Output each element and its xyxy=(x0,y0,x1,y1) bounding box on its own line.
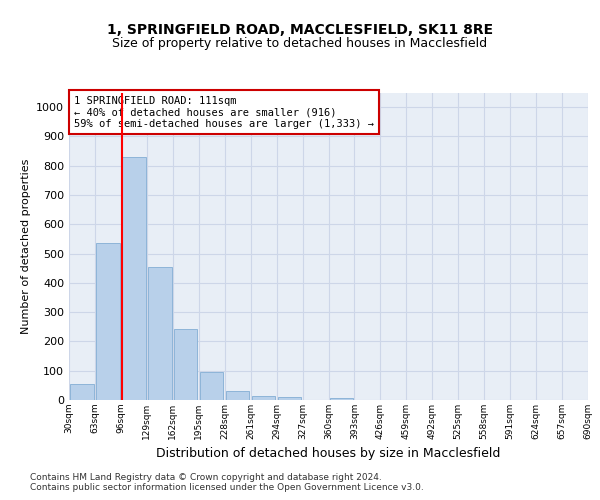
Bar xyxy=(278,397,301,400)
Text: Contains public sector information licensed under the Open Government Licence v3: Contains public sector information licen… xyxy=(30,484,424,492)
Text: Size of property relative to detached houses in Macclesfield: Size of property relative to detached ho… xyxy=(112,38,488,51)
Bar xyxy=(148,267,172,400)
Text: 1, SPRINGFIELD ROAD, MACCLESFIELD, SK11 8RE: 1, SPRINGFIELD ROAD, MACCLESFIELD, SK11 … xyxy=(107,22,493,36)
Bar xyxy=(122,157,146,400)
Bar xyxy=(96,244,119,400)
Text: Contains HM Land Registry data © Crown copyright and database right 2024.: Contains HM Land Registry data © Crown c… xyxy=(30,472,382,482)
Bar xyxy=(330,398,353,400)
Text: 1 SPRINGFIELD ROAD: 111sqm
← 40% of detached houses are smaller (916)
59% of sem: 1 SPRINGFIELD ROAD: 111sqm ← 40% of deta… xyxy=(74,96,374,129)
Y-axis label: Number of detached properties: Number of detached properties xyxy=(20,158,31,334)
Bar xyxy=(226,391,250,400)
X-axis label: Distribution of detached houses by size in Macclesfield: Distribution of detached houses by size … xyxy=(157,448,500,460)
Bar xyxy=(200,372,223,400)
Bar xyxy=(70,384,94,400)
Bar xyxy=(252,396,275,400)
Bar xyxy=(174,329,197,400)
